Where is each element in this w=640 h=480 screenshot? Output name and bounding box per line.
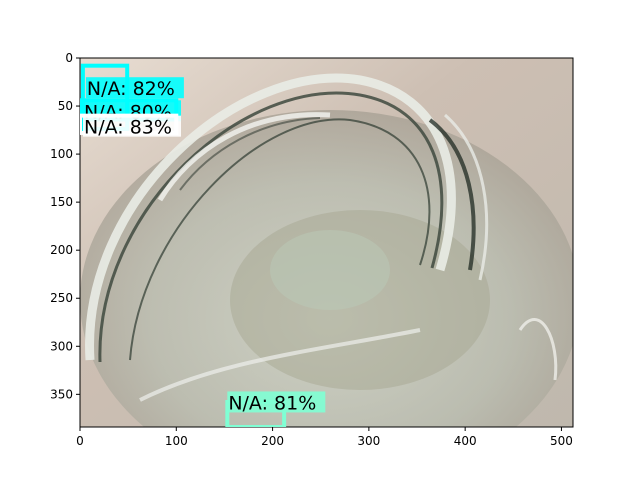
detection-label: N/A: 82% [87, 78, 175, 100]
y-tick-label: 0 [65, 51, 73, 65]
detection-label: N/A: 83% [84, 117, 172, 139]
x-tick-label: 0 [76, 434, 84, 448]
x-axis: 0 100 200 300 400 500 [76, 427, 573, 448]
detection-label-bg [83, 115, 181, 137]
y-tick-label: 200 [50, 243, 73, 257]
y-tick-label: 150 [50, 195, 73, 209]
y-tick-label: 50 [58, 99, 73, 113]
detection-label-bg [85, 77, 184, 99]
y-tick-label: 250 [50, 291, 73, 305]
detection-boxes: N/A: 82%N/A: 80%N/A: 83%N/A: 81% [80, 63, 326, 427]
y-tick-label: 350 [50, 387, 73, 401]
y-tick-label: 100 [50, 147, 73, 161]
photo [80, 58, 573, 427]
detection-label-bg [227, 391, 326, 413]
plot-frame [79, 57, 574, 428]
x-tick-label: 400 [454, 434, 477, 448]
detection-label: N/A: 81% [228, 392, 316, 414]
y-axis: 0 50 100 150 200 250 300 350 [50, 51, 80, 401]
x-tick-label: 300 [357, 434, 380, 448]
y-tick-label: 300 [50, 339, 73, 353]
x-tick-label: 100 [165, 434, 188, 448]
x-tick-label: 500 [550, 434, 573, 448]
x-tick-label: 200 [261, 434, 284, 448]
